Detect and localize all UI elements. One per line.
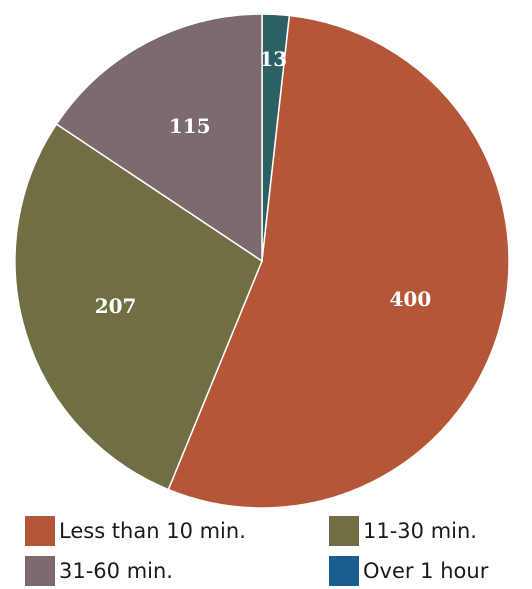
data-label-31-60-min: 115 [169, 114, 211, 138]
legend-swatch-11-30 [329, 516, 359, 546]
legend-item-over-1-hour: Over 1 hour [329, 556, 488, 586]
pie-chart: 13 400 207 115 [14, 13, 510, 509]
legend-label-less-than-10: Less than 10 min. [59, 519, 246, 543]
pie-slices [14, 13, 510, 509]
legend-label-31-60: 31-60 min. [59, 559, 173, 583]
legend-label-11-30: 11-30 min. [363, 519, 477, 543]
pie-slice-31-60-min [55, 13, 263, 263]
pie-slice-less-than-10-min [167, 14, 510, 509]
data-label-over-1-hour: 13 [259, 47, 287, 71]
legend-swatch-over-1-hour [329, 556, 359, 586]
data-label-11-30-min: 207 [95, 294, 137, 318]
legend-swatch-less-than-10 [25, 516, 55, 546]
legend-item-less-than-10: Less than 10 min. [25, 516, 246, 546]
data-label-less-than-10-min: 400 [390, 287, 432, 311]
pie-data-labels: 13 400 207 115 [95, 47, 432, 318]
legend-item-11-30: 11-30 min. [329, 516, 477, 546]
legend-swatch-31-60 [25, 556, 55, 586]
pie-slice-11-30-min [14, 123, 263, 491]
legend-label-over-1-hour: Over 1 hour [363, 559, 489, 583]
legend-item-31-60: 31-60 min. [25, 556, 173, 586]
